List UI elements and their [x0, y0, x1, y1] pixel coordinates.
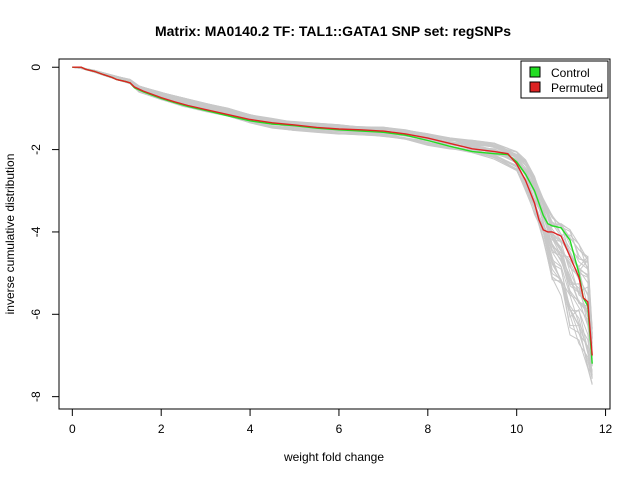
permutation-curve: [72, 66, 593, 362]
series-line-permuted: [72, 66, 593, 356]
legend-swatch-permuted: [529, 81, 541, 93]
y-axis: 0 -2 -4 -6 -8: [29, 64, 60, 402]
permutation-curve: [72, 66, 593, 344]
permutation-curve: [72, 66, 593, 375]
permutation-curve: [72, 66, 593, 373]
x-tick-label: 8: [424, 422, 431, 436]
legend-swatch-control: [529, 66, 541, 78]
permutation-curve: [72, 66, 593, 376]
permutation-curve: [72, 66, 593, 347]
permutation-curve: [72, 66, 593, 329]
y-tick-label: 0: [29, 64, 43, 71]
x-tick-label: 2: [158, 422, 165, 436]
legend-label-permuted: Permuted: [551, 81, 603, 95]
permutation-curve: [72, 66, 593, 329]
permutation-curve: [72, 66, 593, 364]
permutation-curve: [72, 66, 593, 337]
permutation-curve: [72, 66, 593, 365]
permutation-curve: [72, 66, 593, 360]
permutation-curve: [72, 66, 593, 355]
permutation-curve: [72, 66, 593, 354]
permutation-curve: [72, 66, 593, 360]
legend-label-control: Control: [551, 66, 590, 80]
permutation-curve: [72, 66, 593, 358]
permutation-curve: [72, 66, 593, 367]
permutation-curve: [72, 66, 593, 348]
permutation-curve: [72, 66, 593, 379]
permutation-curve: [72, 66, 593, 336]
series-lines: [72, 66, 593, 364]
x-tick-label: 10: [510, 422, 524, 436]
permutation-curve: [72, 66, 593, 378]
permutation-curve: [72, 66, 593, 344]
x-axis-label: weight fold change: [283, 450, 384, 464]
permutation-curve: [72, 66, 593, 340]
legend: Control Permuted: [520, 60, 609, 99]
permutation-curve: [72, 66, 593, 334]
permutation-curve: [72, 66, 593, 330]
y-tick-label: -4: [29, 226, 43, 237]
plot-frame: [58, 58, 611, 410]
series-line-control: [72, 66, 593, 364]
permutation-band: [72, 66, 593, 385]
permutation-curve: [72, 66, 593, 355]
x-tick-label: 4: [247, 422, 254, 436]
x-tick-label: 6: [336, 422, 343, 436]
y-tick-label: -8: [29, 391, 43, 402]
permutation-curve: [72, 66, 593, 334]
permutation-curve: [72, 66, 593, 335]
permutation-curve: [72, 66, 593, 384]
x-axis: 0 2 4 6 8 10 12: [69, 408, 613, 436]
permutation-curve: [72, 66, 593, 338]
x-tick-label: 0: [69, 422, 76, 436]
x-tick-label: 12: [599, 422, 613, 436]
permutation-curve: [72, 66, 593, 352]
permutation-curve: [72, 66, 593, 339]
y-tick-label: -6: [29, 309, 43, 320]
y-tick-label: -2: [29, 144, 43, 155]
permutation-curve: [72, 66, 593, 339]
permutation-curve: [72, 66, 593, 371]
y-axis-label: inverse cumulative distribution: [3, 154, 17, 315]
permutation-curve: [72, 66, 593, 379]
chart-title: Matrix: MA0140.2 TF: TAL1::GATA1 SNP set…: [155, 23, 511, 39]
permutation-curve: [72, 66, 593, 365]
permutation-curve: [72, 66, 593, 366]
permutation-curve: [72, 66, 593, 377]
permutation-curve: [72, 66, 593, 356]
permutation-curve: [72, 66, 593, 385]
